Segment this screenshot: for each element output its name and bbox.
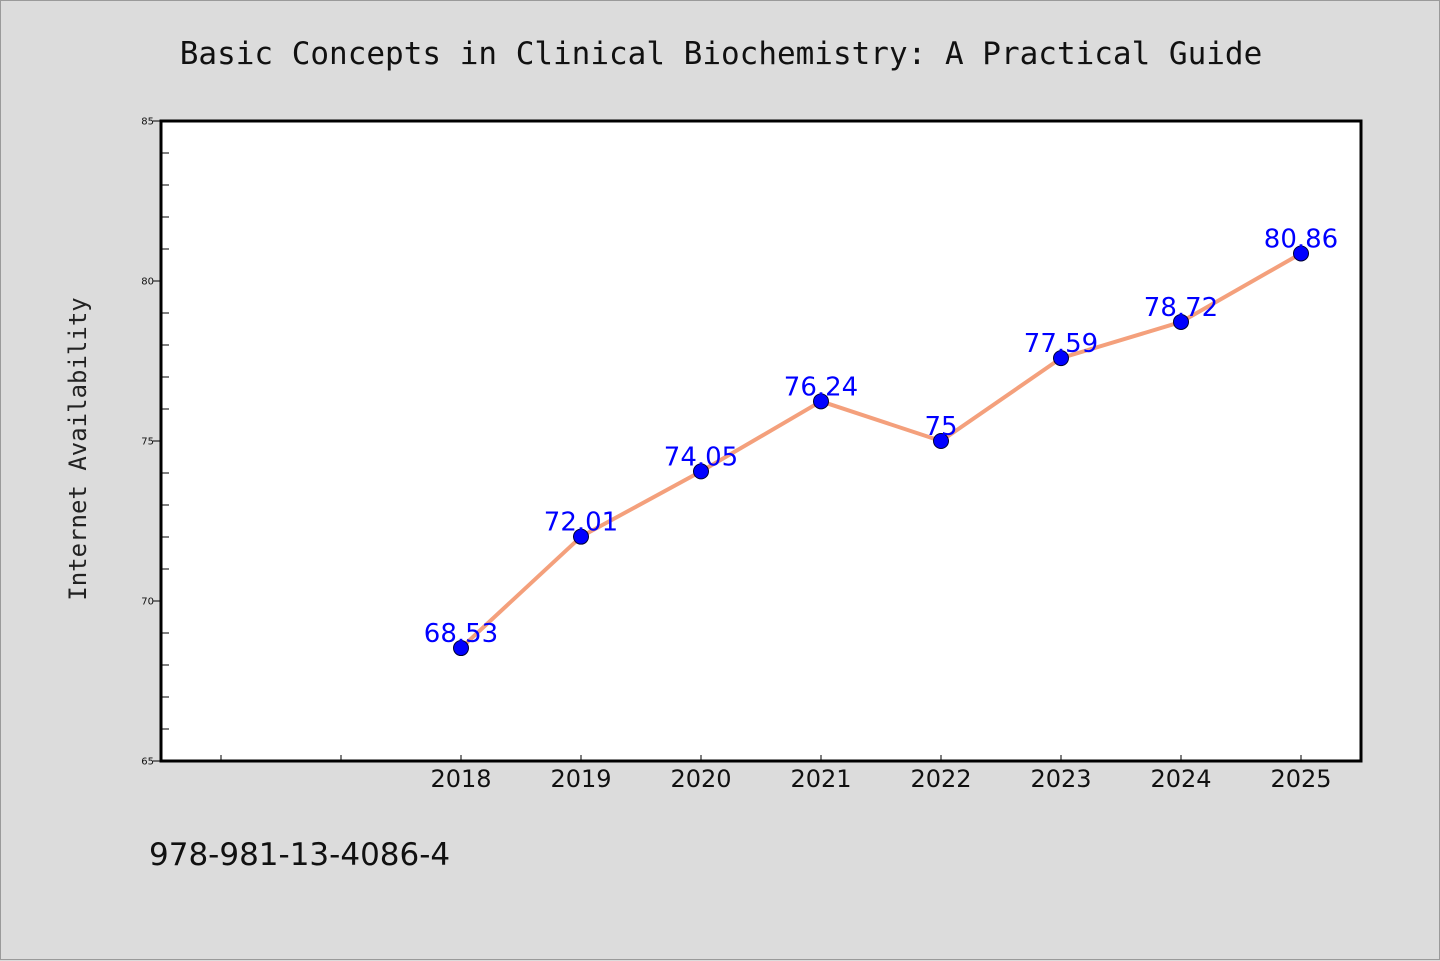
series-line-group: 68.53 72.01 74.05 76.24 75 77.59 78.72 80.86 — [424, 224, 1338, 657]
x-tick-label: 2025 — [1270, 765, 1331, 793]
y-tick-label: 65 — [141, 757, 154, 768]
data-label: 77.59 — [1024, 329, 1098, 359]
y-axis-label: Internet Availability — [64, 297, 92, 600]
y-minor-ticks — [161, 152, 169, 730]
data-label: 72.01 — [544, 508, 618, 538]
data-point — [1053, 350, 1069, 367]
data-label: 75 — [924, 412, 957, 442]
x-tick-label: 2023 — [1030, 765, 1091, 793]
y-tick-label: 70 — [141, 597, 154, 608]
data-point — [933, 433, 949, 449]
data-label: 68.53 — [424, 619, 498, 649]
x-tick-label: 2019 — [550, 765, 611, 793]
x-axis-ticks: 2018 2019 2020 2021 2022 2023 2024 2025 — [220, 755, 1332, 793]
data-label: 76.24 — [784, 372, 858, 402]
x-tick-label: 2024 — [1150, 765, 1211, 793]
data-point — [573, 528, 589, 545]
series-line — [459, 251, 1302, 650]
y-axis-ticks: 65 70 75 80 85 — [141, 117, 161, 768]
data-point — [693, 463, 709, 480]
x-tick-label: 2018 — [430, 765, 491, 793]
x-tick-label: 2022 — [910, 765, 971, 793]
data-point — [1293, 245, 1309, 262]
y-tick-label: 85 — [141, 117, 154, 128]
plot-area — [159, 119, 1363, 763]
chart-title: Basic Concepts in Clinical Biochemistry:… — [180, 36, 1263, 72]
data-label: 78.72 — [1144, 293, 1218, 323]
data-point — [1173, 313, 1189, 330]
y-tick-label: 75 — [141, 437, 154, 448]
isbn-text: 978-981-13-4086-4 — [149, 837, 450, 873]
data-point — [813, 393, 829, 410]
y-tick-label: 80 — [141, 277, 154, 288]
x-tick-label: 2021 — [790, 765, 851, 793]
data-label: 80.86 — [1264, 224, 1338, 254]
x-tick-label: 2020 — [670, 765, 731, 793]
data-point — [453, 640, 469, 657]
data-label: 74.05 — [664, 442, 738, 472]
